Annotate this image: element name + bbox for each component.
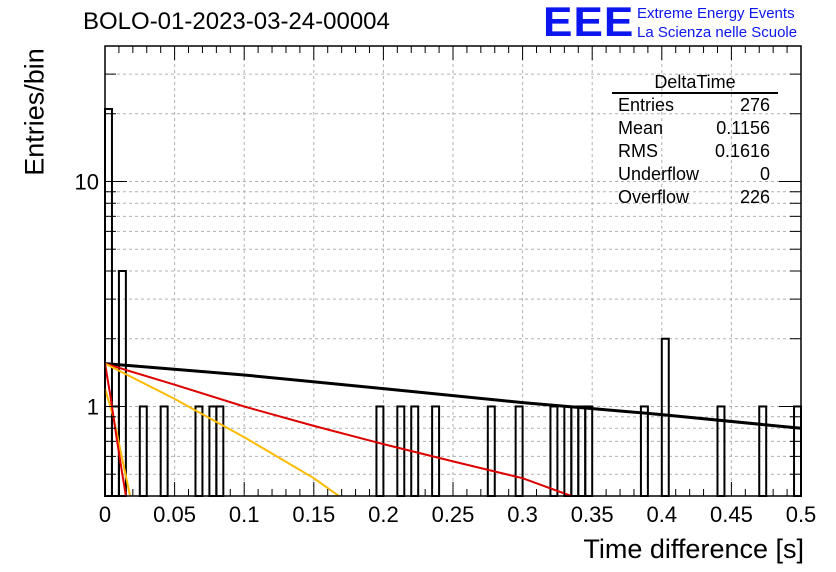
fit-curve <box>104 363 127 497</box>
histogram-bin <box>514 405 524 497</box>
histogram-bin <box>584 405 594 497</box>
stats-row: Entries 276 <box>612 94 778 117</box>
stats-value: 276 <box>739 95 770 115</box>
stats-label: RMS <box>618 141 658 161</box>
stats-value: 0.1156 <box>716 118 770 138</box>
histogram-bin <box>570 405 580 497</box>
stats-title: DeltaTime <box>612 72 778 94</box>
y-tick-label: 10 <box>75 169 99 194</box>
logo-text-line1: Extreme Energy Events <box>637 5 795 22</box>
stats-row: Mean 0.1156 <box>612 117 778 140</box>
fit-curve <box>104 362 802 430</box>
logo-text-line2: La Scienza nelle Scuole <box>637 24 798 41</box>
fit-curve <box>104 362 572 497</box>
histogram-bin <box>639 405 649 497</box>
x-tick-label: 0 <box>99 502 111 527</box>
fit-curve <box>104 388 132 497</box>
stats-value: 226 <box>739 187 770 207</box>
histogram-bin <box>396 405 406 497</box>
histogram-bin <box>660 337 670 497</box>
histogram-bin <box>104 107 113 498</box>
x-axis-label: Time difference [s] <box>583 534 804 564</box>
stats-label: Entries <box>618 95 675 115</box>
histogram-bin <box>194 405 204 497</box>
x-tick-label: 0.2 <box>368 502 399 527</box>
histogram-bin <box>563 405 573 497</box>
x-tick-label: 0.05 <box>153 502 196 527</box>
stats-row: Underflow 0 <box>612 163 778 186</box>
stats-row: RMS 0.1616 <box>612 140 778 163</box>
histogram-bin <box>577 405 587 497</box>
fit-curve <box>104 362 340 497</box>
chart-title: BOLO-01-2023-03-24-00004 <box>83 8 390 35</box>
histogram-bin <box>793 405 802 497</box>
x-tick-label: 0.3 <box>507 502 538 527</box>
x-tick-label: 0.25 <box>432 502 475 527</box>
x-tick-label: 0.1 <box>229 502 260 527</box>
x-tick-label: 0.15 <box>292 502 335 527</box>
histogram-bin <box>215 405 225 497</box>
histogram-bin <box>758 405 768 497</box>
x-tick-label: 0.4 <box>647 502 678 527</box>
histogram-bin <box>431 405 441 497</box>
histogram-bin <box>159 405 169 497</box>
histogram-bin <box>549 405 559 497</box>
stats-label: Mean <box>618 118 664 138</box>
histogram-bin <box>486 405 496 497</box>
stats-label: Overflow <box>618 187 690 207</box>
stats-box: DeltaTime Entries 276 Mean 0.1156 RMS 0.… <box>612 72 778 209</box>
stats-row: Overflow 226 <box>612 186 778 209</box>
y-tick-label: 1 <box>87 394 99 419</box>
x-tick-label: 0.5 <box>786 502 817 527</box>
stats-value: 0.1616 <box>714 141 770 161</box>
eee-logo: EEE <box>543 0 635 45</box>
stats-value: 0 <box>759 164 770 184</box>
x-tick-label: 0.35 <box>571 502 614 527</box>
y-axis-label: Entries/bin <box>19 48 50 176</box>
histogram-bin <box>138 405 148 497</box>
x-tick-label: 0.45 <box>710 502 753 527</box>
stats-label: Underflow <box>618 164 700 184</box>
histogram-bin <box>375 405 385 497</box>
